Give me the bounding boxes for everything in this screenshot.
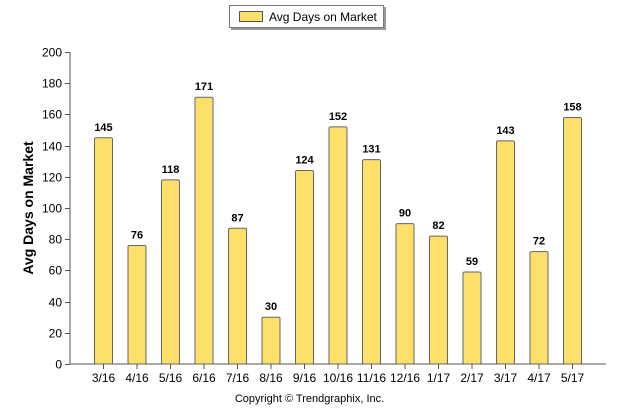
- y-tick-label: 120: [42, 171, 62, 185]
- bar-value-label: 59: [466, 256, 478, 268]
- x-tick-label: 12/16: [390, 371, 420, 385]
- x-tick-label: 6/16: [192, 371, 216, 385]
- y-axis-label: Avg Days on Market: [20, 141, 36, 275]
- bar: [94, 137, 113, 365]
- x-tick-label: 2/17: [460, 371, 484, 385]
- x-tick-label: 4/16: [125, 371, 149, 385]
- bar-value-label: 72: [533, 236, 545, 248]
- bar-value-label: 30: [265, 301, 277, 313]
- y-tick-label: 60: [49, 264, 63, 278]
- bar: [563, 117, 582, 365]
- x-tick-label: 8/16: [259, 371, 283, 385]
- bar-value-label: 152: [329, 111, 347, 123]
- y-tick-label: 140: [42, 140, 62, 154]
- bar: [529, 251, 549, 365]
- bar-value-label: 171: [195, 81, 213, 93]
- bar: [161, 179, 180, 365]
- legend-swatch: [239, 11, 263, 22]
- x-tick-label: 1/17: [427, 371, 451, 385]
- bar: [261, 316, 281, 365]
- copyright-text: Copyright © Trendgraphix, Inc.: [234, 393, 385, 405]
- x-tick-label: 4/17: [527, 371, 551, 385]
- bar: [362, 159, 381, 365]
- x-tick-label: 11/16: [357, 371, 386, 385]
- bar-value-label: 118: [162, 164, 180, 176]
- chart-legend: Avg Days on Market: [229, 5, 384, 28]
- bar-value-label: 76: [131, 229, 143, 241]
- bar-value-label: 143: [496, 125, 514, 137]
- y-tick-label: 40: [49, 296, 63, 310]
- bar: [127, 244, 147, 365]
- bar: [228, 227, 247, 365]
- x-tick-label: 7/16: [226, 371, 250, 385]
- bar-value-label: 158: [563, 102, 581, 114]
- y-tick-label: 160: [42, 108, 62, 122]
- y-tick-label: 180: [42, 77, 62, 91]
- x-tick-label: 10/16: [323, 371, 353, 385]
- bar-value-label: 87: [231, 212, 243, 224]
- bar-value-label: 90: [399, 208, 411, 220]
- x-tick-label: 3/17: [494, 371, 518, 385]
- bar-value-label: 131: [362, 144, 380, 156]
- x-tick-label: 5/16: [159, 371, 183, 385]
- legend-label: Avg Days on Market: [269, 9, 377, 24]
- y-tick-label: 20: [49, 327, 63, 341]
- bar: [462, 271, 482, 365]
- bar-value-label: 124: [295, 155, 314, 167]
- x-tick-label: 3/16: [92, 371, 116, 385]
- x-tick-label: 9/16: [293, 371, 317, 385]
- bar: [496, 140, 515, 365]
- bar: [429, 235, 448, 365]
- y-tick-label: 200: [42, 46, 62, 60]
- bar: [395, 223, 415, 365]
- bar: [295, 170, 314, 365]
- y-tick-label: 0: [55, 358, 62, 372]
- bar: [194, 96, 214, 365]
- bar-value-label: 82: [432, 220, 444, 232]
- bar: [328, 126, 348, 365]
- bar-value-label: 145: [94, 122, 112, 134]
- y-tick-label: 100: [42, 202, 62, 216]
- y-tick-label: 80: [49, 233, 63, 247]
- x-tick-label: 5/17: [561, 371, 585, 385]
